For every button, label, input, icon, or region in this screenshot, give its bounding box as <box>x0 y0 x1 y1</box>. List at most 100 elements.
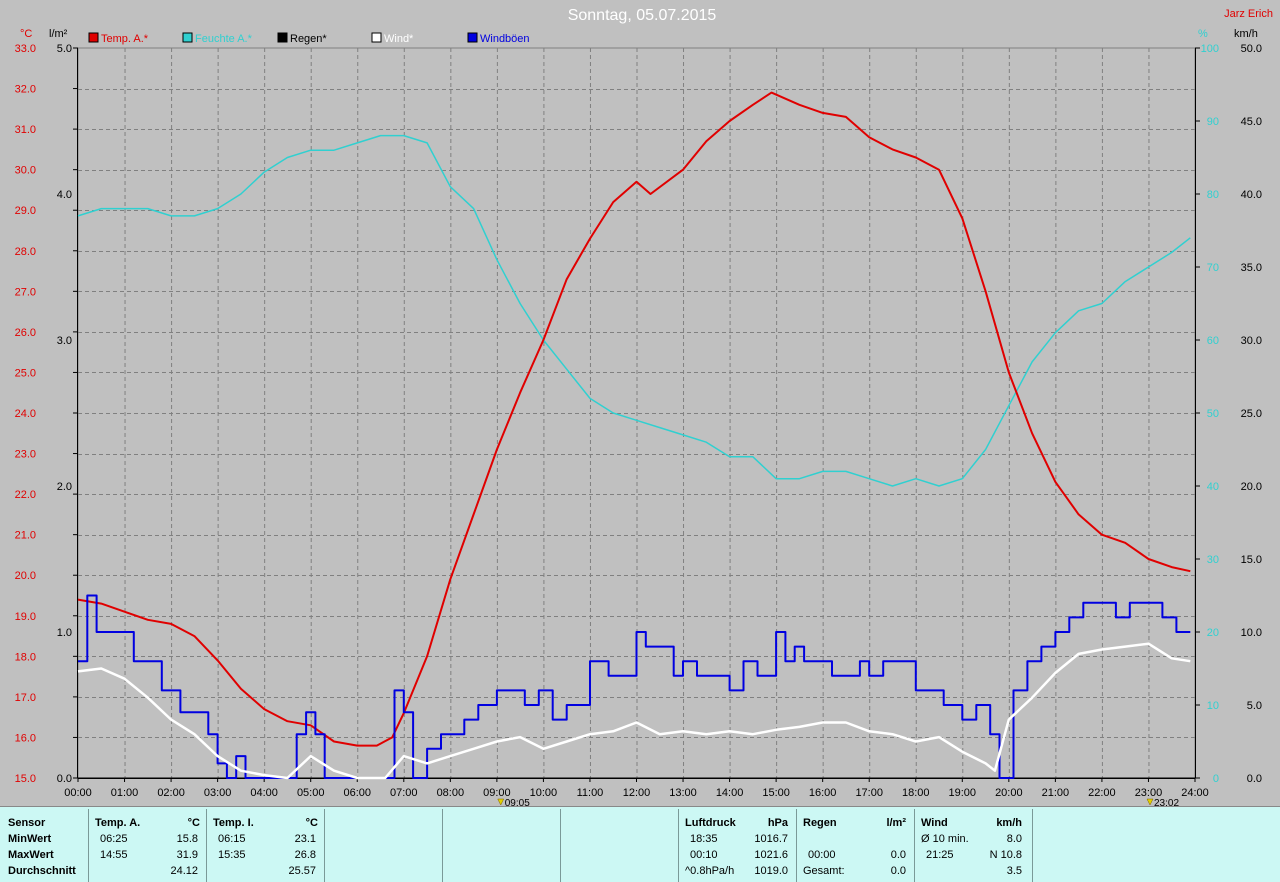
author-label: Jarz Erich <box>1224 8 1273 20</box>
chart-title: Sonntag, 05.07.2015 <box>568 7 717 24</box>
series-line-temp-a <box>77 91 1191 747</box>
humidity-tick-label: 40 <box>1207 481 1219 493</box>
pressure-unit: hPa <box>767 817 788 829</box>
pressure-trend: ^0.8hPa/h <box>685 865 735 877</box>
time-marker-label: 09:05 <box>505 798 530 806</box>
column-separator <box>206 809 207 882</box>
time-tick-label: 11:00 <box>577 787 604 799</box>
temp-tick-label: 15.0 <box>15 773 36 785</box>
temp-tick-label: 19.0 <box>15 611 36 623</box>
time-tick-label: 04:00 <box>250 787 278 799</box>
time-marker-label: 23:02 <box>1154 798 1179 806</box>
humidity-tick-label: 60 <box>1207 335 1219 347</box>
time-tick-label: 12:00 <box>623 787 651 799</box>
wind-max-value: N 10.8 <box>989 849 1022 861</box>
time-tick-label: 19:00 <box>949 787 977 799</box>
legend-label: Windböen <box>480 33 530 45</box>
pressure-max-value: 1021.6 <box>754 849 788 861</box>
legend-swatch <box>371 32 382 43</box>
temp-tick-label: 31.0 <box>15 124 36 136</box>
wind-tick-label: 20.0 <box>1241 481 1262 493</box>
time-tick-label: 10:00 <box>530 787 558 799</box>
humidity-tick-label: 100 <box>1201 43 1219 55</box>
rain-tick-label: 1.0 <box>57 627 72 639</box>
column-separator <box>914 809 915 882</box>
rain-unit-label: l/m² <box>49 28 68 40</box>
temp-a-min-value: 15.8 <box>176 833 198 845</box>
wind-tick-label: 45.0 <box>1241 116 1262 128</box>
hum-unit-label: % <box>1198 28 1208 40</box>
temp-tick-label: 16.0 <box>15 732 36 744</box>
column-separator <box>442 809 443 882</box>
temp-tick-label: 26.0 <box>15 327 36 339</box>
time-tick-label: 13:00 <box>669 787 697 799</box>
pressure-avg-value: 1019.0 <box>754 865 788 877</box>
temp-tick-label: 20.0 <box>15 570 36 582</box>
temp-a-max-time: 14:55 <box>100 849 128 861</box>
wind-unit: km/h <box>996 817 1022 829</box>
time-marker-icon <box>497 798 505 806</box>
temp-i-max-value: 26.8 <box>294 849 316 861</box>
legend-label: Regen* <box>290 33 327 45</box>
wind-avg10-label: Ø 10 min. <box>921 833 969 845</box>
humidity-tick-label: 80 <box>1207 189 1219 201</box>
time-tick-label: 06:00 <box>343 787 371 799</box>
temp-tick-label: 24.0 <box>15 408 36 420</box>
humidity-tick-label: 30 <box>1207 554 1219 566</box>
weather-chart: Sonntag, 05.07.2015 Jarz Erich °C l/m² %… <box>14 7 1273 806</box>
rain-unit: l/m² <box>886 817 906 829</box>
series-line-windböen <box>78 594 1191 779</box>
humidity-tick-label: 90 <box>1207 116 1219 128</box>
temp-i-header: Temp. I. <box>213 817 254 829</box>
temp-a-header: Temp. A. <box>95 817 141 829</box>
legend-label: Feuchte A.* <box>195 33 253 45</box>
pressure-header: Luftdruck <box>685 817 736 829</box>
statistics-panel: Sensor MinWert MaxWert Durchschnitt Temp… <box>0 806 1280 882</box>
humidity-tick-label: 20 <box>1207 627 1219 639</box>
series-line-wind <box>77 642 1191 780</box>
wind-header: Wind <box>921 817 948 829</box>
temp-a-avg-value: 24.12 <box>170 865 198 877</box>
series-line-feuchte-a <box>77 134 1191 487</box>
time-tick-label: 17:00 <box>855 787 883 799</box>
temp-tick-label: 30.0 <box>15 165 36 177</box>
rain-tick-label: 0.0 <box>57 773 72 785</box>
wind-avg-value: 3.5 <box>1006 865 1022 877</box>
time-tick-label: 08:00 <box>437 787 465 799</box>
wind-tick-label: 0.0 <box>1247 773 1262 785</box>
rain-total-label: Gesamt: <box>803 865 845 877</box>
temp-tick-label: 32.0 <box>15 84 36 96</box>
temp-i-min-time: 06:15 <box>218 833 246 845</box>
time-tick-label: 15:00 <box>762 787 790 799</box>
temp-tick-label: 21.0 <box>15 530 36 542</box>
wind-max-time: 21:25 <box>926 849 954 861</box>
humidity-tick-label: 70 <box>1207 262 1219 274</box>
wind-tick-label: 40.0 <box>1241 189 1262 201</box>
wind-tick-label: 15.0 <box>1241 554 1262 566</box>
time-tick-label: 01:00 <box>111 787 139 799</box>
rain-total-value: 0.0 <box>890 865 906 877</box>
row-label-avg: Durchschnitt <box>8 865 76 877</box>
column-separator <box>560 809 561 882</box>
wind-tick-label: 30.0 <box>1241 335 1262 347</box>
temp-tick-label: 18.0 <box>15 651 36 663</box>
wind-tick-label: 5.0 <box>1247 700 1262 712</box>
temp-tick-label: 28.0 <box>15 246 36 258</box>
legend-swatch <box>182 32 193 43</box>
axes: 15.0 16.0 17.0 18.0 19.0 20.0 21.0 22.0 23.0 24.0… <box>15 43 1262 806</box>
time-tick-label: 14:00 <box>716 787 744 799</box>
time-tick-label: 16:00 <box>809 787 837 799</box>
wind-tick-label: 10.0 <box>1241 627 1262 639</box>
temp-tick-label: 27.0 <box>15 286 36 298</box>
temp-unit-label: °C <box>20 28 32 40</box>
row-label-min: MinWert <box>8 833 52 845</box>
temp-i-unit: °C <box>305 817 318 829</box>
column-separator <box>88 809 89 882</box>
temp-a-unit: °C <box>187 817 200 829</box>
temp-tick-label: 33.0 <box>15 43 36 55</box>
time-tick-label: 05:00 <box>297 787 325 799</box>
row-label-max: MaxWert <box>8 849 54 861</box>
wind-tick-label: 50.0 <box>1241 43 1262 55</box>
temp-tick-label: 25.0 <box>15 367 36 379</box>
temp-i-min-value: 23.1 <box>294 833 316 845</box>
